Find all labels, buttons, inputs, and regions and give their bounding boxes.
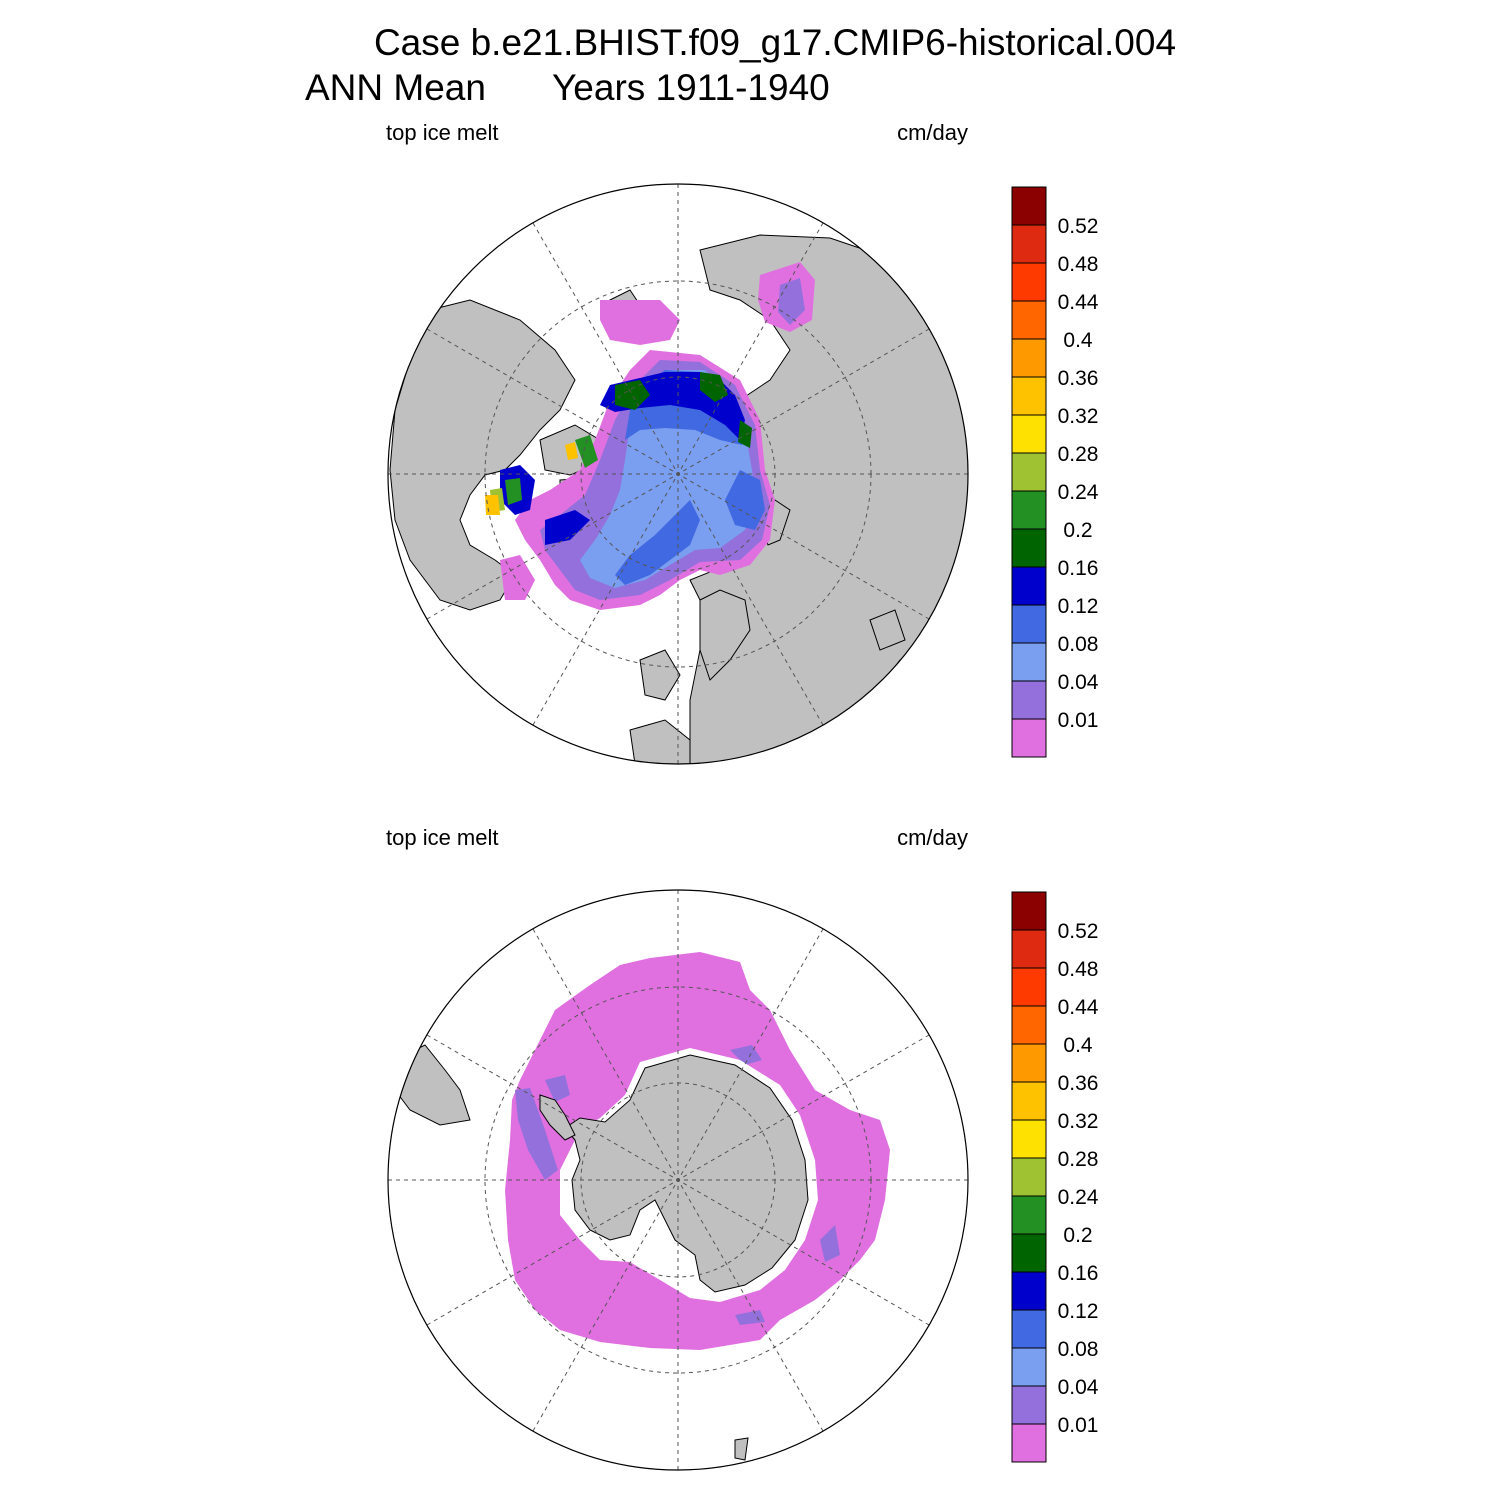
south-colorbar-swatch (1011, 1119, 1047, 1159)
south-land (394, 1044, 809, 1461)
season-label: ANN Mean (305, 67, 486, 108)
south-colorbar-tick-label: 0.16 (1058, 1262, 1099, 1285)
north-panel: top ice melt cm/day (386, 120, 969, 765)
north-colorbar-swatch (1011, 376, 1047, 416)
south-panel: top ice melt cm/day (386, 825, 969, 1471)
north-colorbar-tick-label: 0.32 (1058, 405, 1099, 428)
south-colorbar-swatch (1011, 1309, 1047, 1349)
north-graticule (388, 184, 968, 764)
south-colorbar-swatch (1011, 1347, 1047, 1387)
north-variable-label: top ice melt (386, 120, 499, 145)
north-colorbar-tick-label: 0.48 (1058, 253, 1099, 276)
main-title: Case b.e21.BHIST.f09_g17.CMIP6-historica… (374, 22, 1176, 63)
south-colorbar-tick-label: 0.36 (1058, 1072, 1099, 1095)
north-colorbar-swatch (1011, 680, 1047, 720)
south-colorbar-tick-label: 0.24 (1058, 1186, 1099, 1209)
north-colorbar-swatch (1011, 642, 1047, 682)
north-colorbar-swatch (1011, 490, 1047, 530)
north-colorbar-tick-label: 0.12 (1058, 595, 1099, 618)
south-colorbar-tick-label: 0.28 (1058, 1148, 1099, 1171)
north-colorbar-swatch (1011, 186, 1047, 226)
south-polar-map (388, 890, 968, 1470)
north-map-border (387, 183, 969, 765)
south-colorbar-swatch (1011, 967, 1047, 1007)
south-colorbar-tick-label: 0.12 (1058, 1300, 1099, 1323)
north-colorbar-tick-label: 0.28 (1058, 443, 1099, 466)
south-colorbar-swatch (1011, 891, 1047, 931)
north-colorbar-swatch (1011, 566, 1047, 606)
north-colorbar: 0.52 0.48 0.44 0.4 0.36 0.32 0.28 0.24 0.2 0.16 0.… (1011, 186, 1099, 758)
north-colorbar-tick-label: 0.04 (1058, 671, 1099, 694)
north-colorbar-swatch (1011, 718, 1047, 758)
south-colorbar-tick-label: 0.44 (1058, 996, 1099, 1019)
south-colorbar-tick-label: 0.2 (1063, 1224, 1092, 1247)
north-colorbar-swatch (1011, 224, 1047, 264)
south-colorbar-swatch (1011, 1081, 1047, 1121)
north-colorbar-tick-label: 0.52 (1058, 215, 1099, 238)
north-colorbar-tick-label: 0.01 (1058, 709, 1099, 732)
north-colorbar-swatch (1011, 604, 1047, 644)
north-colorbar-swatch (1011, 452, 1047, 492)
south-colorbar-swatch (1011, 929, 1047, 969)
south-colorbar: 0.52 0.48 0.44 0.4 0.36 0.32 0.28 0.24 0.2 0.16 0.… (1011, 891, 1099, 1463)
south-colorbar-tick-label: 0.01 (1058, 1414, 1099, 1437)
south-colorbar-swatch (1011, 1271, 1047, 1311)
north-colorbar-swatch (1011, 414, 1047, 454)
south-colorbar-tick-label: 0.32 (1058, 1110, 1099, 1133)
north-colorbar-tick-label: 0.36 (1058, 367, 1099, 390)
north-colorbar-tick-label: 0.2 (1063, 519, 1092, 542)
south-colorbar-swatch (1011, 1385, 1047, 1425)
south-map-border (387, 889, 969, 1471)
south-colorbar-swatch (1011, 1043, 1047, 1083)
south-colorbar-tick-label: 0.48 (1058, 958, 1099, 981)
south-colorbar-swatch (1011, 1423, 1047, 1463)
north-colorbar-swatch (1011, 528, 1047, 568)
south-colorbar-tick-label: 0.04 (1058, 1376, 1099, 1399)
north-polar-map (388, 184, 968, 764)
years-label: Years 1911-1940 (552, 67, 830, 108)
north-colorbar-tick-label: 0.24 (1058, 481, 1099, 504)
south-colorbar-swatch (1011, 1005, 1047, 1045)
north-colorbar-swatch (1011, 300, 1047, 340)
north-colorbar-tick-label: 0.08 (1058, 633, 1099, 656)
north-colorbar-tick-label: 0.4 (1063, 329, 1093, 352)
south-colorbar-tick-label: 0.08 (1058, 1338, 1099, 1361)
south-graticule (388, 890, 968, 1470)
south-colorbar-tick-label: 0.52 (1058, 920, 1099, 943)
north-colorbar-swatch (1011, 262, 1047, 302)
north-land (389, 234, 968, 764)
north-ice-melt-field (485, 262, 815, 610)
north-colorbar-tick-label: 0.44 (1058, 291, 1099, 314)
north-colorbar-tick-label: 0.16 (1058, 557, 1099, 580)
north-units-label: cm/day (897, 120, 968, 145)
south-variable-label: top ice melt (386, 825, 499, 850)
north-colorbar-swatch (1011, 338, 1047, 378)
south-colorbar-tick-label: 0.4 (1063, 1034, 1093, 1057)
south-colorbar-swatch (1011, 1195, 1047, 1235)
south-colorbar-swatch (1011, 1157, 1047, 1197)
south-colorbar-swatch (1011, 1233, 1047, 1273)
south-units-label: cm/day (897, 825, 968, 850)
